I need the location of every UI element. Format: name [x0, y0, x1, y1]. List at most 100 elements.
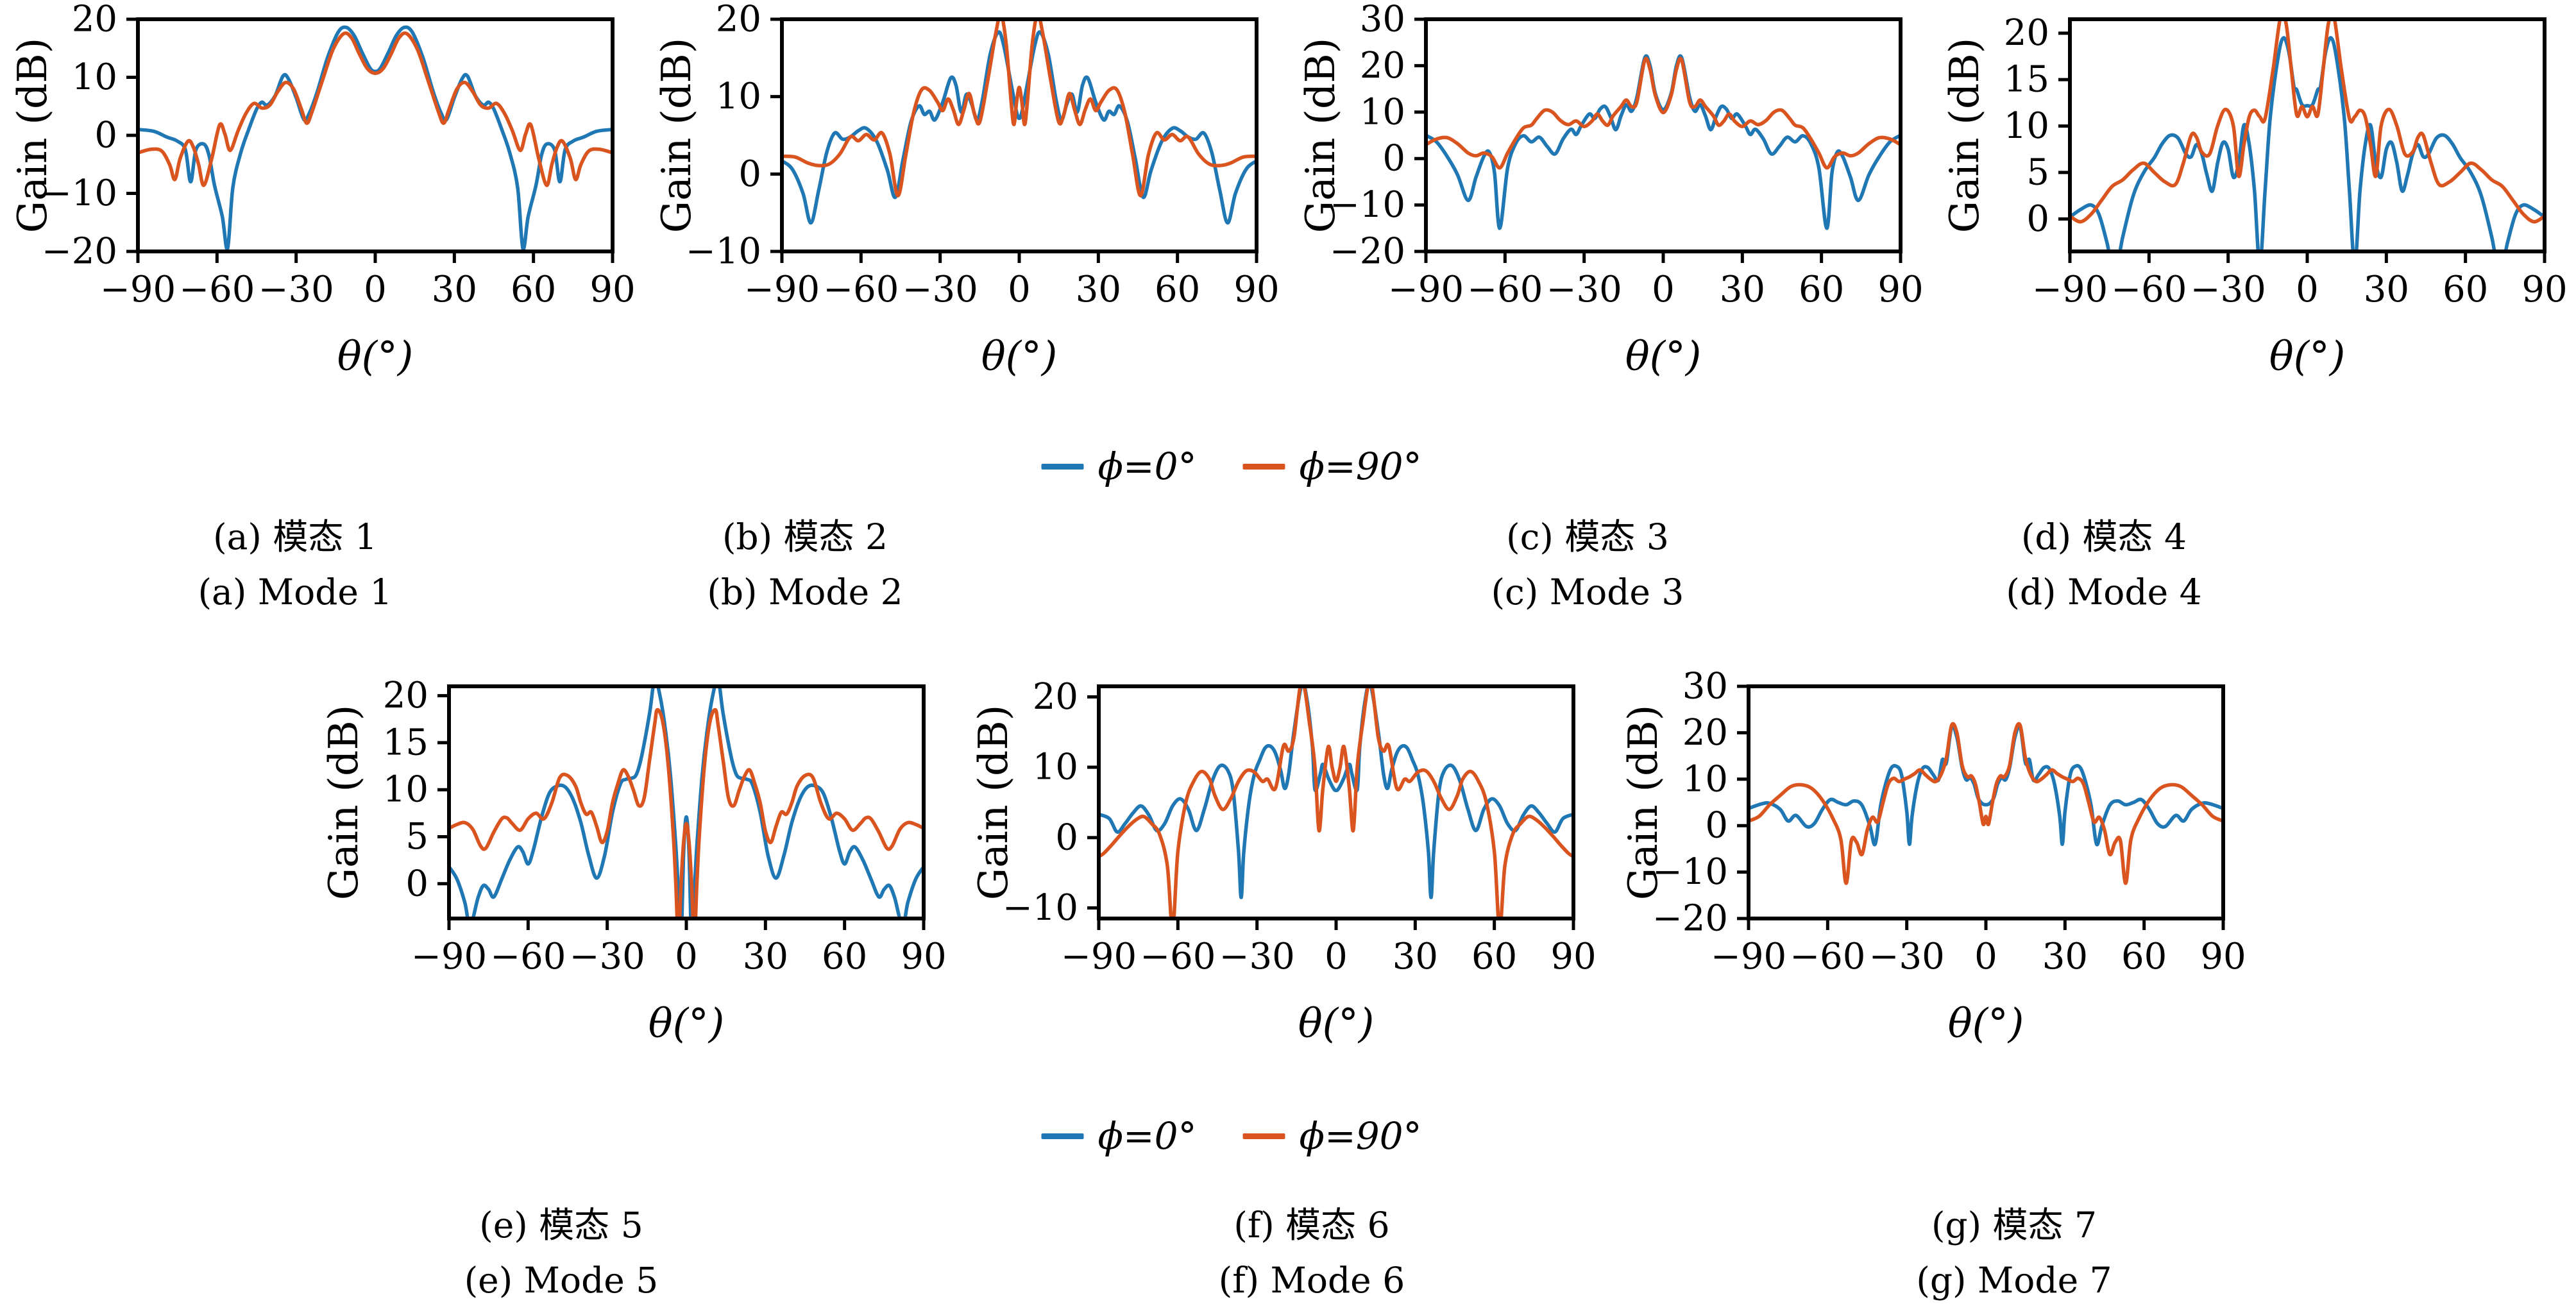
x-axis-label: θ(°) [337, 333, 414, 380]
plot-mode-6: −90 −60 −30 0 30 60 90 −10 0 10 20 θ(°) Gain (dB) [961, 667, 1605, 1090]
x-tick-label: 90 [589, 269, 635, 310]
series-phi-0-line [1099, 686, 1573, 899]
caption-e-en: (e) Mode 5 [464, 1259, 659, 1301]
legend-bottom: ϕ=0° ϕ=90° [1041, 1114, 1421, 1158]
y-tick-label: −20 [1652, 898, 1728, 940]
caption-d-zh: (d) 模态 4 [2021, 516, 2187, 557]
plot-mode-3: −90 −60 −30 0 30 60 90 −20 −10 0 10 20 30 θ(°) Gain (d… [1288, 0, 1932, 423]
caption-d-en: (d) Mode 4 [2006, 571, 2202, 613]
series-phi-90-line [2070, 19, 2545, 224]
y-tick-label: −10 [1003, 887, 1078, 929]
x-tick-label: −30 [902, 269, 978, 310]
y-tick-label: −10 [1330, 184, 1405, 226]
x-tick-label: −30 [570, 936, 645, 978]
x-tick-label: 0 [1325, 936, 1348, 978]
legend-item-phi0: ϕ=0° [1041, 1114, 1197, 1158]
caption-g: (g) 模态 7 (g) Mode 7 [1916, 1198, 2112, 1304]
caption-f-en: (f) Mode 6 [1218, 1259, 1405, 1301]
x-axis-label: θ(°) [981, 333, 1058, 380]
chart-f: −90 −60 −30 0 30 60 90 −10 0 10 20 θ(°) Gain (dB) [970, 676, 1597, 1047]
caption-c-zh: (c) 模态 3 [1506, 516, 1669, 557]
x-tick-label: 0 [1652, 269, 1675, 310]
caption-b: (b) 模态 2 (b) Mode 2 [707, 510, 902, 620]
y-tick-label: −20 [1330, 231, 1405, 273]
y-tick-label: −10 [1652, 851, 1728, 893]
x-tick-label: −60 [1467, 269, 1543, 310]
legend-label-phi0: ϕ=0° [1097, 1114, 1197, 1158]
y-tick-label: 20 [72, 0, 117, 40]
x-tick-label: −90 [100, 269, 176, 310]
chart-b: −90 −60 −30 0 30 60 90 −10 0 10 20 θ(°) Gain (dB) [653, 0, 1280, 380]
x-tick-label: −90 [1388, 269, 1464, 310]
series-phi-90-line [449, 707, 924, 919]
y-axis-label: Gain (dB) [653, 38, 700, 233]
x-tick-label: 30 [1720, 269, 1765, 310]
y-axis-label: Gain (dB) [9, 38, 56, 233]
x-axis-label: θ(°) [1625, 333, 1702, 380]
series-phi-90-line [782, 19, 1257, 198]
y-tick-label: 20 [1033, 676, 1078, 718]
chart-e: −90 −60 −30 0 30 60 90 0 5 10 15 20 θ(°) Gain (dB) [320, 675, 947, 1047]
x-tick-label: −30 [1546, 269, 1622, 310]
y-axis-label: Gain (dB) [320, 705, 367, 900]
caption-g-zh: (g) 模态 7 [1931, 1205, 2097, 1246]
legend-item-phi90: ϕ=90° [1242, 1117, 1421, 1155]
x-tick-label: 60 [2121, 936, 2167, 978]
x-tick-label: −90 [744, 269, 820, 310]
y-tick-label: 0 [405, 863, 428, 904]
x-tick-label: −90 [1711, 936, 1786, 978]
x-tick-label: 60 [511, 269, 556, 310]
caption-d: (d) 模态 4 (d) Mode 4 [2006, 510, 2201, 620]
axes-frame [2068, 17, 2546, 253]
x-tick-label: 30 [1393, 936, 1438, 978]
y-axis-label: Gain (dB) [1297, 38, 1344, 233]
caption-a-zh: (a) 模态 1 [213, 516, 377, 557]
y-tick-label: 20 [2004, 12, 2049, 54]
x-tick-label: 0 [1008, 269, 1031, 310]
y-tick-label: 0 [738, 153, 761, 195]
plot-mode-7: −90 −60 −30 0 30 60 90 −20 −10 0 10 20 30 θ(°) Gain (d… [1611, 666, 2255, 1090]
legend-label-phi0: ϕ=0° [1097, 445, 1197, 488]
phi0-line-swatch [1041, 1133, 1084, 1139]
y-tick-label: −20 [42, 231, 117, 273]
phi90-line-swatch [1242, 1133, 1285, 1139]
caption-e: (e) 模态 5 (e) Mode 5 [464, 1198, 659, 1304]
x-tick-label: −30 [2190, 269, 2266, 310]
y-tick-label: 10 [383, 769, 428, 811]
y-tick-label: 20 [1682, 712, 1728, 754]
legend-item-phi0: ϕ=0° [1041, 445, 1197, 488]
x-tick-label: 90 [901, 936, 946, 978]
x-tick-label: 90 [2200, 936, 2246, 978]
x-tick-label: −60 [823, 269, 899, 310]
x-tick-label: −60 [1140, 936, 1216, 978]
axes-frame [136, 17, 614, 253]
x-tick-label: 0 [1974, 936, 1997, 978]
x-tick-label: −30 [258, 269, 334, 310]
series-phi-90-line [1099, 686, 1573, 919]
x-tick-label: 90 [1877, 269, 1923, 310]
x-tick-label: 60 [1799, 269, 1844, 310]
y-tick-label: 15 [2004, 59, 2049, 101]
y-tick-label: 5 [2026, 151, 2049, 193]
phi0-line-swatch [1041, 463, 1084, 470]
phi90-line-swatch [1242, 463, 1285, 470]
x-tick-label: 60 [822, 936, 867, 978]
y-tick-label: 30 [1360, 0, 1405, 40]
y-tick-label: 10 [716, 76, 761, 117]
caption-f: (f) 模态 6 (f) Mode 6 [1219, 1198, 1405, 1304]
series-phi-0-line [1426, 54, 1901, 230]
legend-label-phi90: ϕ=90° [1299, 445, 1422, 488]
axes-frame [447, 684, 926, 920]
caption-e-zh: (e) 模态 5 [479, 1205, 643, 1246]
x-tick-label: 30 [1076, 269, 1121, 310]
x-tick-label: −90 [1061, 936, 1137, 978]
y-tick-label: 0 [94, 115, 117, 157]
y-axis-label: Gain (dB) [1620, 705, 1666, 900]
caption-c-en: (c) Mode 3 [1491, 571, 1684, 613]
series-phi-0-line [138, 25, 613, 251]
x-tick-label: 60 [1471, 936, 1517, 978]
x-tick-label: 90 [1233, 269, 1279, 310]
